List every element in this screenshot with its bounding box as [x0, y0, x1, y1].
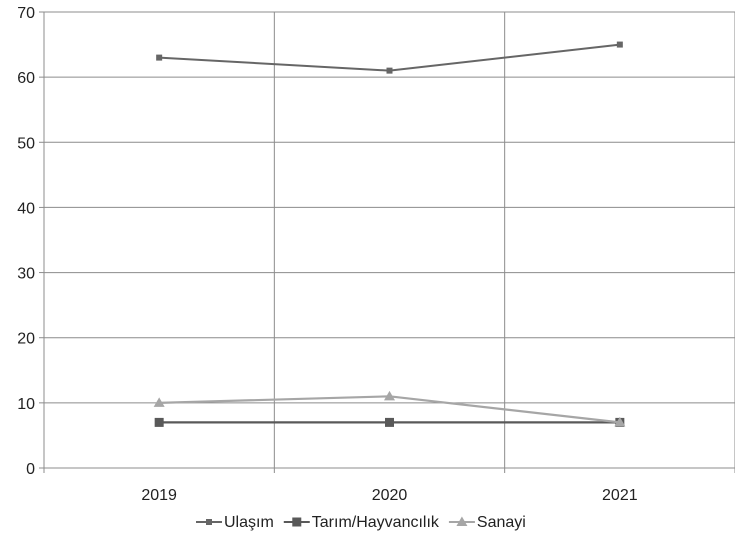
x-tick-label: 2021: [602, 487, 638, 504]
y-tick-label: 40: [17, 200, 35, 217]
legend-item-2: Tarım/Hayvancılık: [283, 514, 440, 531]
x-tick-label: 2019: [141, 487, 177, 504]
legend-label: Tarım/Hayvancılık: [312, 514, 440, 531]
series-layer: [153, 41, 626, 427]
legend-item-3: Sanayi: [448, 514, 526, 531]
axes: [43, 12, 735, 469]
legend: Ulaşım Tarım/Hayvancılık Sanayi: [196, 514, 526, 531]
data-point: [156, 54, 163, 61]
y-tick-label: 0: [26, 461, 35, 478]
x-tick-label: 2020: [372, 487, 408, 504]
y-tick-label: 50: [17, 135, 35, 152]
y-tick-label: 70: [17, 5, 35, 22]
data-point: [616, 41, 623, 48]
data-point: [386, 67, 393, 74]
data-point: [154, 417, 164, 427]
legend-marker: [206, 519, 212, 525]
x-axis-ticks: 2019 2020 2021: [43, 468, 735, 504]
data-point: [384, 390, 395, 401]
y-tick-label: 20: [17, 331, 35, 348]
legend-item-1: Ulaşım: [196, 514, 274, 531]
y-tick-label: 30: [17, 266, 35, 283]
legend-label: Sanayi: [477, 514, 526, 531]
y-axis-ticks: 0 10 20 30 40 50 60 70: [17, 5, 44, 478]
data-point: [614, 416, 626, 427]
legend-label: Ulaşım: [224, 514, 274, 531]
data-point: [153, 397, 165, 407]
series-line: [159, 43, 620, 72]
series-1: [156, 41, 623, 74]
y-tick-label: 10: [17, 396, 35, 413]
legend-marker: [292, 517, 302, 527]
series-3: [153, 390, 626, 427]
y-tick-label: 60: [17, 70, 35, 87]
data-point: [385, 417, 394, 427]
legend-marker: [456, 516, 468, 526]
series-2: [154, 417, 625, 427]
